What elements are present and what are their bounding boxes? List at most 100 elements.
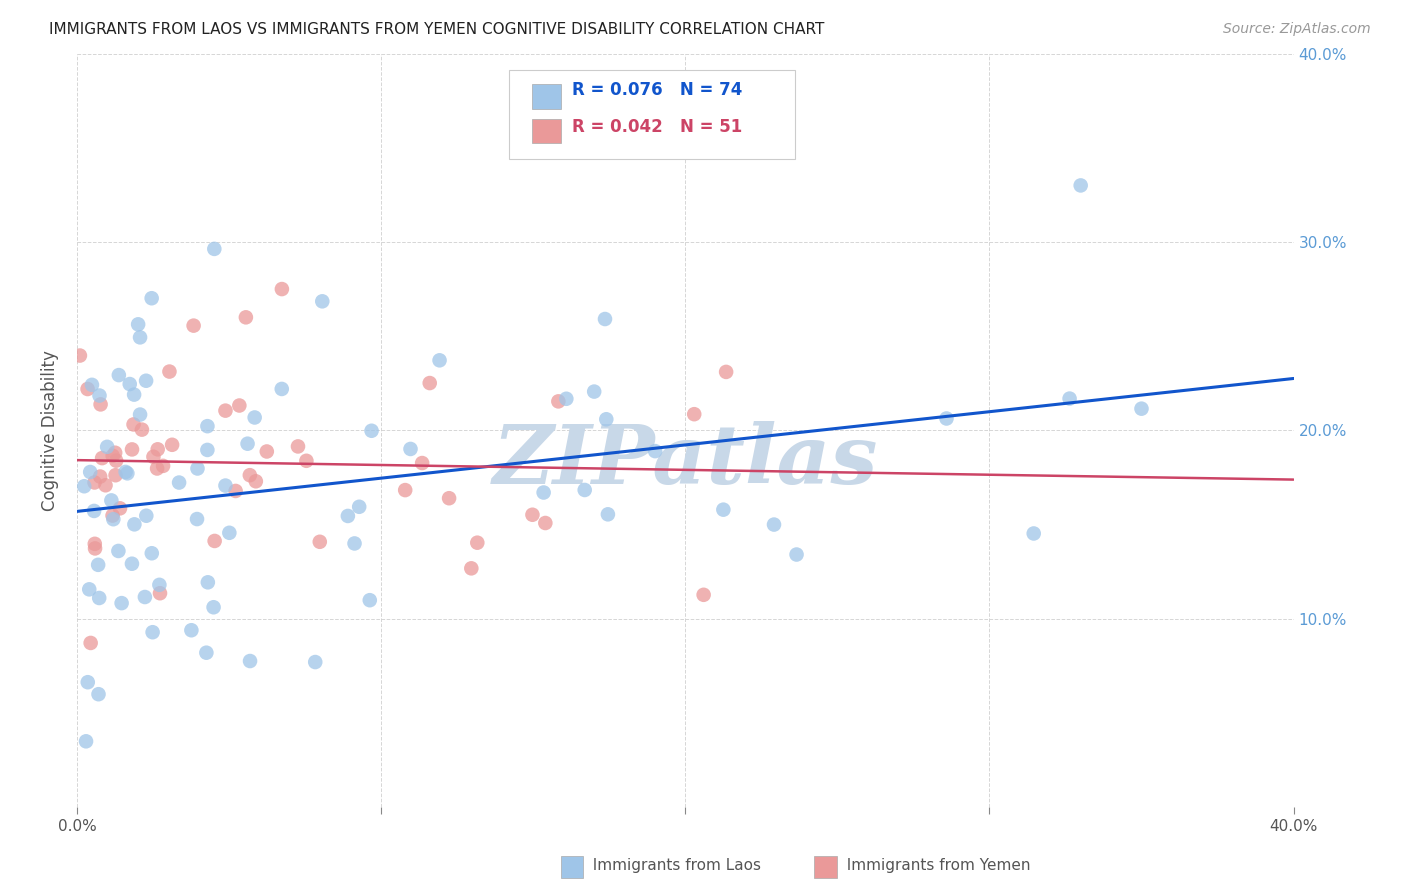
Point	[236, 436, 259, 450]
Point	[714, 365, 737, 379]
Point	[91, 451, 114, 466]
Point	[77, 582, 100, 597]
Text: ZIPatlas: ZIPatlas	[492, 420, 879, 500]
Point	[214, 403, 236, 417]
Point	[100, 493, 122, 508]
Point	[87, 558, 110, 572]
Point	[121, 557, 143, 571]
Point	[96, 440, 118, 454]
Point	[683, 407, 706, 421]
Point	[75, 734, 97, 748]
Point	[429, 353, 451, 368]
Point	[89, 591, 111, 605]
Point	[270, 382, 292, 396]
Point	[763, 517, 786, 532]
Point	[197, 442, 219, 457]
Point	[118, 377, 141, 392]
Point	[522, 508, 544, 522]
Point	[142, 625, 165, 640]
Y-axis label: Cognitive Disability: Cognitive Disability	[41, 350, 59, 511]
Point	[228, 399, 250, 413]
Point	[180, 624, 202, 638]
Text: Immigrants from Yemen: Immigrants from Yemen	[837, 858, 1031, 872]
Point	[786, 548, 808, 562]
Point	[117, 467, 139, 481]
Point	[90, 397, 112, 411]
Text: Immigrants from Laos: Immigrants from Laos	[583, 858, 762, 872]
FancyBboxPatch shape	[814, 856, 837, 878]
Point	[1070, 178, 1092, 193]
Point	[197, 575, 219, 590]
Point	[419, 376, 441, 390]
Point	[141, 291, 163, 305]
Point	[202, 242, 225, 256]
Point	[239, 654, 262, 668]
Point	[76, 675, 98, 690]
Point	[94, 478, 117, 492]
Point	[142, 450, 165, 464]
Point	[148, 578, 170, 592]
Text: R = 0.042   N = 51: R = 0.042 N = 51	[572, 118, 742, 136]
Point	[225, 483, 247, 498]
Point	[101, 508, 124, 523]
Point	[195, 646, 218, 660]
Point	[83, 475, 105, 490]
Point	[103, 512, 125, 526]
Point	[79, 465, 101, 479]
Point	[131, 423, 153, 437]
Point	[122, 387, 145, 401]
Point	[243, 410, 266, 425]
Point	[465, 535, 488, 549]
FancyBboxPatch shape	[509, 70, 794, 159]
Point	[83, 537, 105, 551]
Point	[235, 310, 257, 325]
Point	[593, 312, 616, 326]
Point	[104, 446, 127, 460]
Point	[343, 536, 366, 550]
Point	[186, 461, 208, 475]
Point	[644, 444, 666, 458]
Point	[256, 444, 278, 458]
Text: Source: ZipAtlas.com: Source: ZipAtlas.com	[1223, 22, 1371, 37]
Point	[239, 468, 262, 483]
Point	[104, 468, 127, 483]
Point	[1130, 401, 1153, 416]
Point	[1022, 526, 1045, 541]
Point	[533, 485, 555, 500]
Point	[437, 491, 460, 506]
Point	[114, 465, 136, 479]
Point	[159, 365, 181, 379]
Point	[204, 533, 226, 548]
Point	[129, 330, 152, 344]
Point	[460, 561, 482, 575]
Point	[89, 469, 111, 483]
Point	[135, 374, 157, 388]
Point	[270, 282, 292, 296]
Point	[69, 349, 91, 363]
Point	[359, 593, 381, 607]
Point	[89, 388, 111, 402]
Point	[152, 458, 174, 473]
Point	[186, 512, 208, 526]
Point	[218, 525, 240, 540]
Point	[692, 588, 714, 602]
Point	[295, 454, 318, 468]
Point	[108, 501, 131, 516]
Point	[141, 546, 163, 560]
Point	[84, 541, 107, 556]
Point	[308, 534, 330, 549]
Point	[347, 500, 370, 514]
Point	[122, 417, 145, 432]
Point	[146, 461, 169, 475]
Point	[534, 516, 557, 530]
Point	[108, 368, 131, 383]
Point	[711, 502, 734, 516]
Point	[399, 442, 422, 456]
Point	[80, 377, 103, 392]
Point	[574, 483, 596, 497]
Point	[107, 544, 129, 558]
Point	[167, 475, 190, 490]
Point	[202, 600, 225, 615]
Point	[935, 411, 957, 425]
FancyBboxPatch shape	[561, 856, 583, 878]
